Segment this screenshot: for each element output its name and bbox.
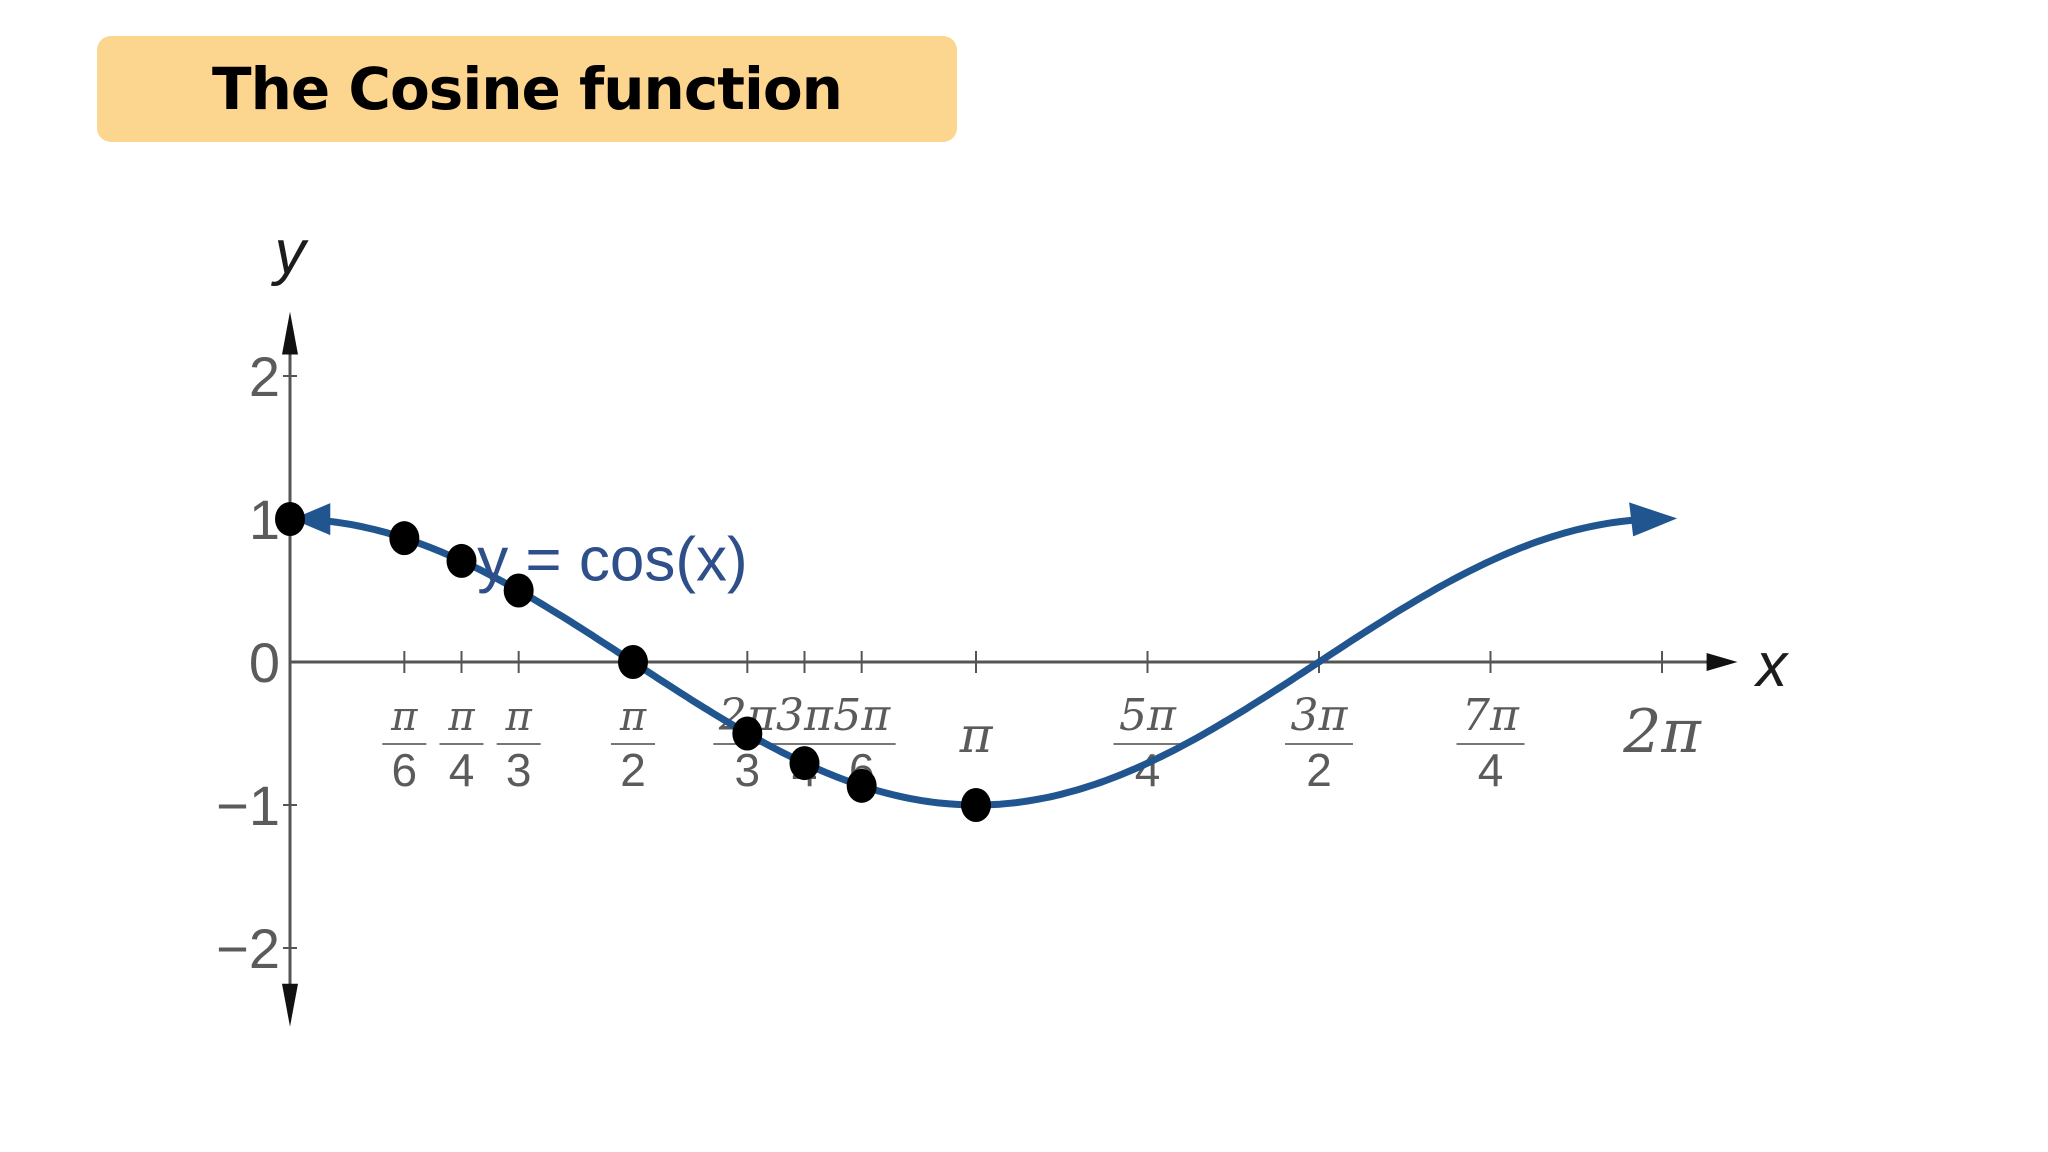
y-ticks: 2 1 0 −1 −2 bbox=[216, 345, 297, 980]
data-point bbox=[961, 788, 991, 822]
points-layer bbox=[275, 502, 991, 822]
x-tick-denominator: 2 bbox=[620, 744, 646, 796]
data-point bbox=[503, 573, 534, 608]
y-axis-arrow-up bbox=[282, 311, 298, 355]
x-ticks: π6π4π3π22π33π45π6π5π43π27π42π bbox=[382, 651, 1702, 796]
x-tick-denominator: 3 bbox=[735, 744, 761, 796]
curve-label: y = cos(x) bbox=[477, 525, 747, 594]
x-tick-denominator: 2 bbox=[1306, 744, 1332, 796]
x-tick-label: 2π bbox=[1622, 697, 1702, 767]
x-tick-numerator: 3π bbox=[1291, 690, 1349, 741]
data-point bbox=[846, 768, 877, 803]
data-point bbox=[446, 543, 477, 578]
y-axis-arrow-down bbox=[282, 983, 298, 1027]
x-tick-numerator: π bbox=[390, 694, 418, 740]
slide-title: The Cosine function bbox=[212, 55, 843, 123]
title-banner: The Cosine function bbox=[97, 36, 957, 142]
x-tick-numerator: 5π bbox=[1119, 690, 1177, 741]
x-tick-numerator: π bbox=[447, 694, 475, 740]
curve-arrow-right bbox=[1629, 502, 1678, 537]
y-tick-label: 1 bbox=[249, 488, 280, 551]
x-tick-numerator: 7π bbox=[1462, 690, 1520, 741]
x-tick-denominator: 3 bbox=[506, 744, 532, 796]
x-tick-label: π bbox=[959, 706, 994, 764]
curve-arrow-left bbox=[292, 503, 331, 536]
x-tick-numerator: 3π bbox=[776, 690, 834, 741]
data-point bbox=[275, 502, 305, 536]
x-axis-label: x bbox=[1753, 631, 1789, 700]
data-point bbox=[732, 716, 763, 751]
x-tick-denominator: 4 bbox=[1478, 744, 1504, 796]
x-axis-arrow bbox=[1706, 653, 1738, 671]
x-tick-numerator: π bbox=[505, 694, 533, 740]
y-tick-label: −2 bbox=[216, 917, 280, 980]
y-tick-label: −1 bbox=[216, 774, 280, 837]
x-tick-denominator: 4 bbox=[449, 744, 475, 796]
y-axis-label: y bbox=[271, 218, 310, 287]
y-tick-label: 0 bbox=[249, 631, 280, 694]
data-point bbox=[389, 521, 420, 556]
x-tick-numerator: π bbox=[619, 694, 647, 740]
x-tick-numerator: 5π bbox=[833, 690, 891, 741]
axes bbox=[282, 311, 1738, 1027]
y-tick-label: 2 bbox=[249, 345, 280, 408]
data-point bbox=[789, 746, 820, 781]
data-point bbox=[618, 645, 648, 679]
x-tick-denominator: 6 bbox=[392, 744, 418, 796]
labels-layer: y x y = cos(x) bbox=[271, 218, 1790, 700]
